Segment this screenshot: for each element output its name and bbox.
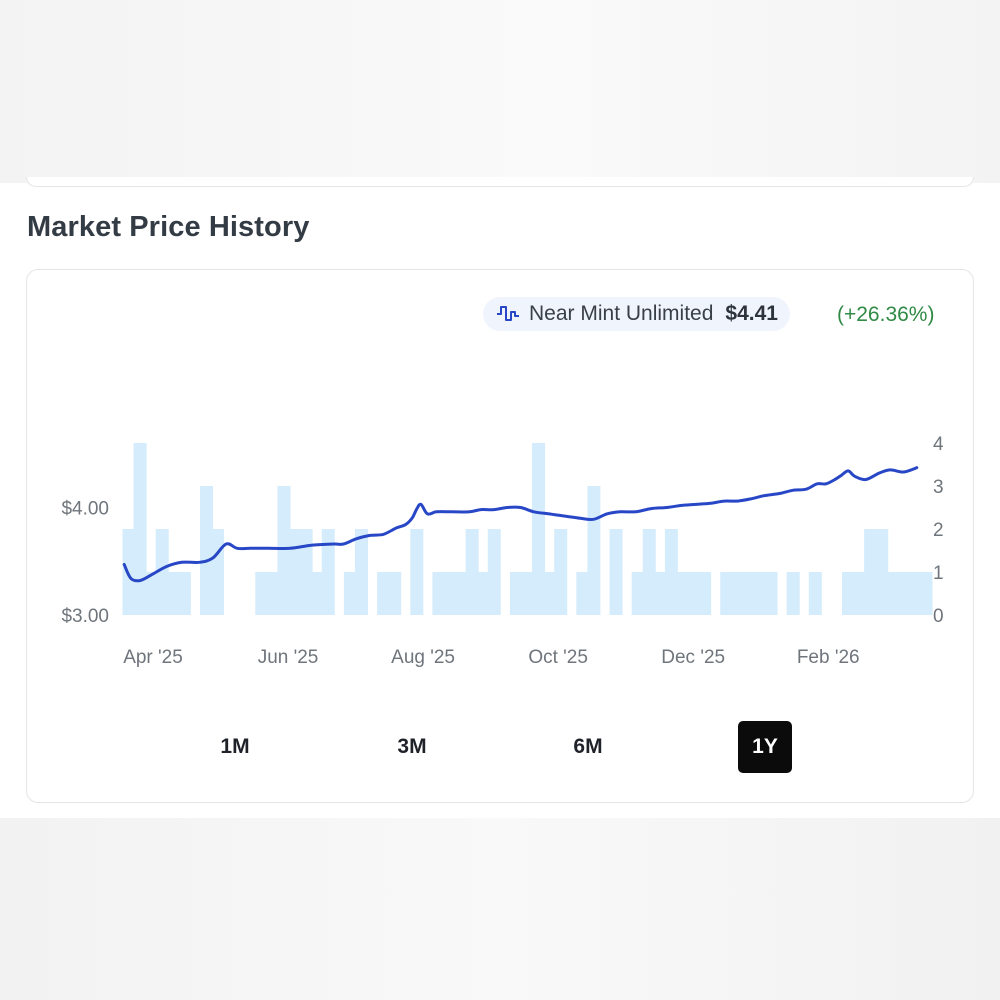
volume-bar bbox=[742, 572, 756, 615]
volume-bar bbox=[310, 572, 324, 615]
volume-bar bbox=[487, 529, 501, 615]
volume-bar bbox=[642, 529, 656, 615]
right-axis: 0 1 2 3 4 bbox=[933, 434, 944, 627]
page-sheet: Market Price History Near Mint Unlimited… bbox=[0, 177, 1000, 818]
y-right-tick-label: 2 bbox=[933, 520, 944, 541]
volume-bar bbox=[543, 572, 557, 615]
volume-bar bbox=[853, 572, 867, 615]
left-axis: $3.00 $4.00 bbox=[61, 499, 109, 628]
volume-bar bbox=[687, 572, 701, 615]
background-bottom bbox=[0, 818, 1000, 1000]
volume-bar bbox=[476, 572, 490, 615]
volume-bar bbox=[554, 529, 568, 615]
volume-bar bbox=[576, 572, 590, 615]
volume-bar bbox=[454, 572, 468, 615]
x-tick-label: Feb '26 bbox=[797, 647, 860, 668]
range-button-6m[interactable]: 6M bbox=[561, 721, 615, 773]
range-button-3m[interactable]: 3M bbox=[385, 721, 439, 773]
price-line bbox=[122, 466, 919, 583]
volume-bar bbox=[299, 529, 313, 615]
x-tick-label: Aug '25 bbox=[391, 647, 455, 668]
volume-bar bbox=[465, 529, 479, 615]
range-button-1y[interactable]: 1Y bbox=[738, 721, 792, 773]
volume-bar bbox=[521, 572, 534, 615]
volume-bar bbox=[875, 529, 889, 615]
volume-bar bbox=[410, 529, 424, 615]
step-line-icon bbox=[497, 306, 519, 321]
price-chart[interactable]: $3.00 $4.00 0 1 2 3 4 Apr '25 Jun '25 Aug '25 Oc… bbox=[27, 270, 973, 690]
x-tick-label: Jun '25 bbox=[258, 647, 319, 668]
x-tick-label: Oct '25 bbox=[528, 647, 588, 668]
volume-bar bbox=[897, 572, 911, 615]
background-top bbox=[0, 0, 1000, 183]
volume-bar bbox=[177, 572, 191, 615]
legend-change-percent: (+26.36%) bbox=[837, 303, 935, 326]
volume-bar bbox=[919, 572, 933, 615]
volume-bar bbox=[653, 572, 667, 615]
volume-bar bbox=[808, 572, 822, 615]
volume-bar bbox=[155, 529, 169, 615]
volume-bar bbox=[886, 572, 900, 615]
volume-bar bbox=[864, 529, 878, 615]
y-left-tick-label: $3.00 bbox=[61, 606, 109, 627]
y-right-tick-label: 0 bbox=[933, 606, 944, 627]
volume-bar bbox=[343, 572, 357, 615]
volume-bar bbox=[609, 529, 623, 615]
volume-bar bbox=[255, 572, 269, 615]
legend-series-label: Near Mint Unlimited bbox=[529, 302, 714, 325]
volume-bar bbox=[675, 572, 689, 615]
volume-bar bbox=[166, 572, 180, 615]
volume-bar bbox=[377, 572, 391, 615]
volume-bar bbox=[908, 572, 922, 615]
volume-bar bbox=[842, 572, 856, 615]
volume-bar bbox=[133, 443, 147, 615]
x-tick-label: Dec '25 bbox=[661, 647, 725, 668]
volume-bar bbox=[211, 529, 225, 615]
previous-card-edge bbox=[26, 177, 974, 187]
y-right-tick-label: 1 bbox=[933, 563, 944, 584]
y-right-tick-label: 3 bbox=[933, 477, 944, 498]
x-axis: Apr '25 Jun '25 Aug '25 Oct '25 Dec '25 Feb '… bbox=[123, 647, 859, 668]
volume-bar bbox=[443, 572, 457, 615]
volume-bar bbox=[698, 572, 712, 615]
x-tick-label: Apr '25 bbox=[123, 647, 183, 668]
volume-bar bbox=[266, 572, 280, 615]
legend-price: $4.41 bbox=[725, 302, 778, 325]
volume-bar bbox=[631, 572, 645, 615]
volume-bar bbox=[664, 529, 678, 615]
volume-bar bbox=[587, 486, 601, 615]
volume-bar bbox=[144, 572, 158, 615]
volume-bar bbox=[731, 572, 745, 615]
price-history-card: Near Mint Unlimited $4.41 (+26.36%) $3.0… bbox=[26, 269, 974, 803]
volume-bar bbox=[354, 529, 368, 615]
range-button-1m[interactable]: 1M bbox=[208, 721, 262, 773]
volume-bar bbox=[199, 486, 213, 615]
volume-bar bbox=[288, 529, 302, 615]
volume-bar bbox=[277, 486, 291, 615]
volume-bar bbox=[321, 529, 335, 615]
volume-bar bbox=[388, 572, 402, 615]
volume-bar bbox=[753, 572, 767, 615]
volume-bar bbox=[532, 443, 546, 615]
volume-bar bbox=[786, 572, 800, 615]
volume-bar bbox=[509, 572, 523, 615]
y-left-tick-label: $4.00 bbox=[61, 499, 109, 520]
series-legend-pill[interactable]: Near Mint Unlimited $4.41 bbox=[483, 297, 790, 331]
price-line-layer bbox=[122, 466, 919, 583]
volume-bars bbox=[122, 443, 933, 615]
volume-bar bbox=[720, 572, 734, 615]
volume-bar bbox=[432, 572, 446, 615]
volume-bar bbox=[764, 572, 778, 615]
section-title: Market Price History bbox=[27, 211, 310, 243]
volume-bar bbox=[122, 529, 136, 615]
y-right-tick-label: 4 bbox=[933, 434, 944, 455]
